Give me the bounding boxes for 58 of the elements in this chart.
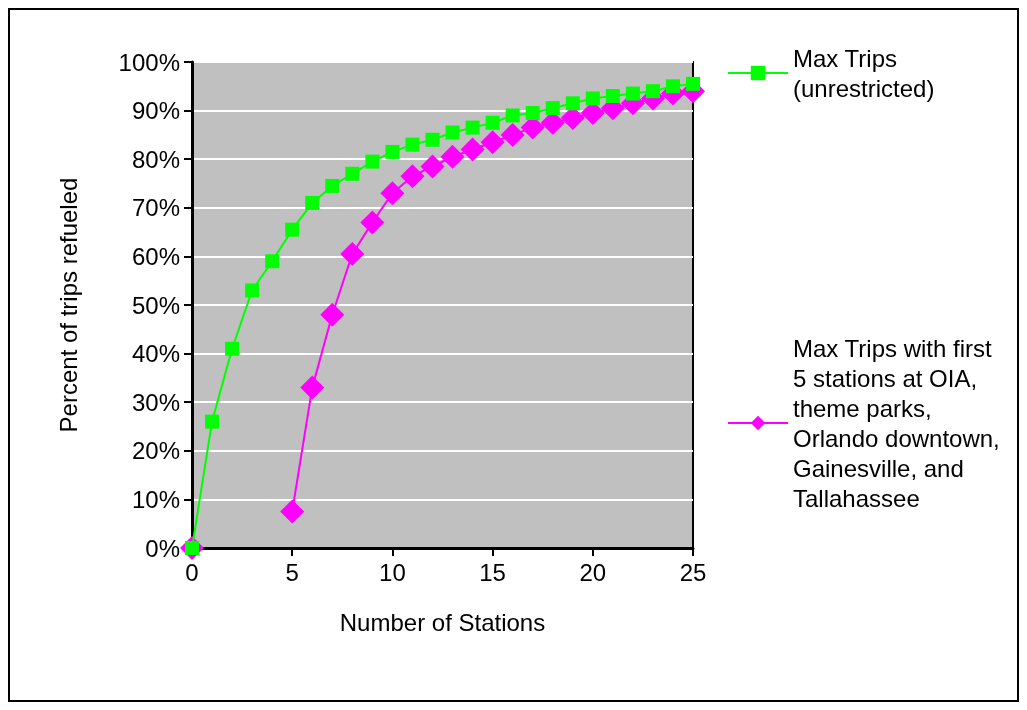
point xyxy=(605,89,620,104)
x-tick-label: 15 xyxy=(479,558,506,586)
y-tick-label: 50% xyxy=(131,291,180,319)
legend-label: Max Trips with first 5 stations at OIA, theme parks, Orlando downtown, Gainesville, and Tallahassee xyxy=(793,334,1007,512)
point xyxy=(360,210,385,235)
x-tick-label: 0 xyxy=(185,558,199,586)
point xyxy=(440,144,465,169)
point xyxy=(405,137,420,152)
point xyxy=(320,302,345,327)
y-tick-label: 40% xyxy=(131,340,180,368)
point xyxy=(465,120,480,135)
point xyxy=(400,164,425,189)
point xyxy=(485,115,500,130)
y-tick-label: 90% xyxy=(131,97,180,125)
point xyxy=(686,76,700,91)
y-tick-label: 80% xyxy=(131,145,180,173)
point xyxy=(585,91,600,106)
point xyxy=(325,178,340,193)
point xyxy=(480,130,505,155)
point xyxy=(425,132,440,147)
point xyxy=(385,144,400,159)
point xyxy=(245,283,260,298)
y-tick-label: 100% xyxy=(118,48,180,76)
point xyxy=(645,84,660,99)
point xyxy=(505,108,520,123)
point xyxy=(460,137,485,162)
point xyxy=(305,195,320,210)
point xyxy=(500,122,525,147)
point xyxy=(625,86,640,101)
y-tick-label: 30% xyxy=(131,388,180,416)
x-tick-label: 20 xyxy=(579,558,607,586)
y-tick-label: 20% xyxy=(131,437,180,465)
point xyxy=(380,181,405,206)
y-tick-label: 0% xyxy=(145,534,180,562)
point xyxy=(525,106,540,121)
point xyxy=(280,499,305,524)
point xyxy=(420,154,445,179)
point xyxy=(345,166,360,181)
point xyxy=(340,241,365,266)
x-tick-label: 10 xyxy=(379,558,406,586)
point xyxy=(300,375,325,400)
point xyxy=(545,101,560,116)
point xyxy=(365,154,380,169)
legend-label: Max Trips (unrestricted) xyxy=(793,44,935,102)
point xyxy=(565,96,580,111)
point xyxy=(285,222,300,237)
y-tick-label: 10% xyxy=(131,485,180,513)
point xyxy=(265,254,280,269)
x-tick-label: 25 xyxy=(679,558,707,586)
point xyxy=(445,125,460,140)
point xyxy=(225,341,240,356)
y-tick-label: 70% xyxy=(131,194,180,222)
x-axis-title: Number of Stations xyxy=(339,608,546,636)
point xyxy=(665,79,680,94)
y-axis-title: Percent of trips refueled xyxy=(54,177,82,433)
x-tick-label: 5 xyxy=(285,558,299,586)
point xyxy=(205,414,220,429)
y-tick-label: 60% xyxy=(131,242,180,270)
